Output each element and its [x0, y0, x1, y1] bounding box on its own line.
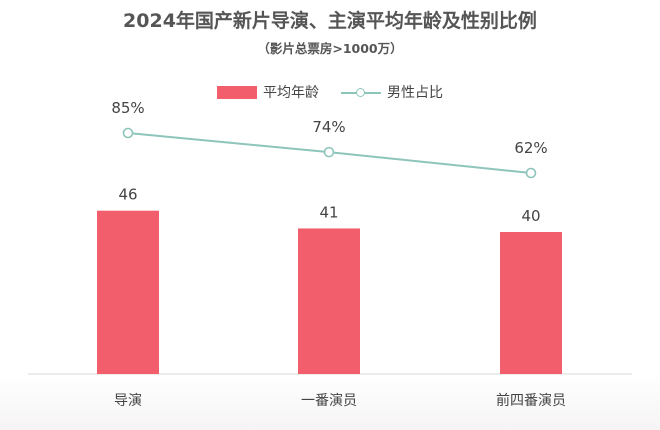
chart-subtitle: （影片总票房>1000万）: [257, 41, 403, 56]
x-tick-label-2: 一番演员: [301, 393, 357, 409]
legend: 平均年龄 男性占比: [0, 82, 660, 102]
bar-1: [97, 210, 159, 374]
line-point-3: [525, 167, 537, 179]
legend-label-bar: 平均年龄: [263, 85, 319, 101]
bar-label-1: 46: [118, 186, 137, 204]
legend-label-line: 男性占比: [387, 85, 443, 101]
bar-2: [298, 228, 360, 374]
legend-item-line: 男性占比: [341, 82, 443, 102]
x-tick-label-1: 导演: [114, 393, 142, 409]
bar-3: [500, 232, 562, 374]
bar-label-3: 40: [521, 207, 540, 225]
line-label-1: 85%: [111, 99, 144, 117]
chart-title: 2024年国产新片导演、主演平均年龄及性别比例: [123, 10, 537, 32]
line-point-2: [323, 146, 335, 158]
legend-bar-swatch: [217, 85, 257, 99]
legend-item-bar: 平均年龄: [217, 82, 319, 102]
line-label-3: 62%: [514, 139, 547, 157]
x-tick-label-3: 前四番演员: [496, 392, 566, 409]
line-point-1: [122, 127, 134, 139]
bar-label-2: 41: [319, 203, 338, 221]
line-label-2: 74%: [312, 118, 345, 136]
footer-band: [0, 374, 660, 430]
legend-line-swatch: [341, 86, 381, 99]
